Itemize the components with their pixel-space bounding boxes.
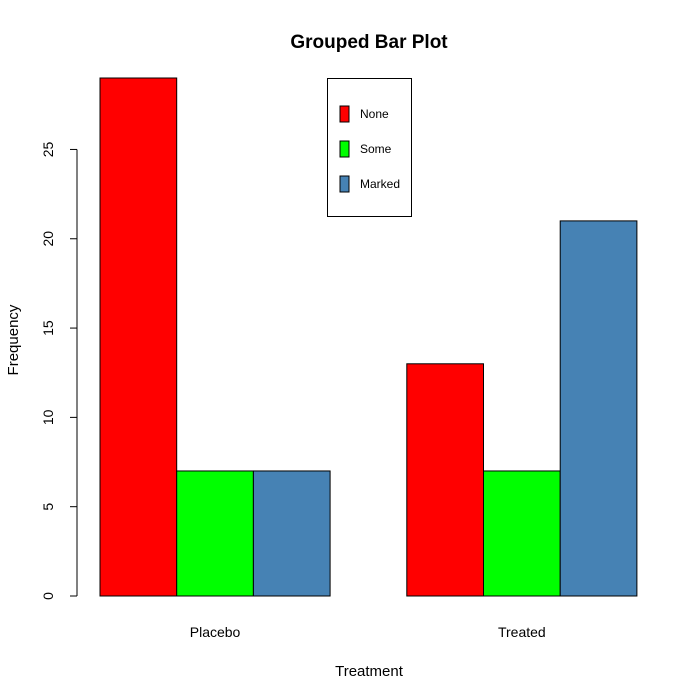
y-axis: 0 5 10 15 20 25 — [40, 141, 78, 600]
x-tick-labels: Placebo Treated — [190, 624, 546, 640]
legend-swatch-some — [339, 140, 350, 158]
y-tick-label: 15 — [40, 320, 56, 336]
x-tick-label: Placebo — [190, 624, 241, 640]
chart-title: Grouped Bar Plot — [290, 32, 448, 53]
bar-treated-some — [483, 470, 561, 597]
y-tick-label: 0 — [40, 592, 56, 600]
legend-swatch-marked — [339, 175, 350, 193]
y-tick-label: 5 — [40, 503, 56, 511]
bar-placebo-marked — [252, 470, 331, 597]
bar-placebo-some — [176, 470, 254, 597]
bar-treated-none — [406, 363, 484, 597]
y-tick-label: 10 — [40, 409, 56, 425]
legend-swatch-none — [339, 105, 350, 123]
y-tick-label: 25 — [40, 141, 56, 157]
legend-label-marked: Marked — [360, 177, 400, 191]
legend-label-some: Some — [360, 142, 392, 156]
y-tick-label: 20 — [40, 231, 56, 247]
x-axis-label: Treatment — [335, 663, 404, 680]
y-axis-label: Frequency — [5, 304, 22, 375]
legend-label-none: None — [360, 107, 389, 121]
bar-treated-marked — [559, 220, 638, 597]
x-tick-label: Treated — [498, 624, 546, 640]
bars — [99, 77, 638, 597]
bar-placebo-none — [99, 77, 178, 597]
legend: None Some Marked — [327, 78, 412, 217]
